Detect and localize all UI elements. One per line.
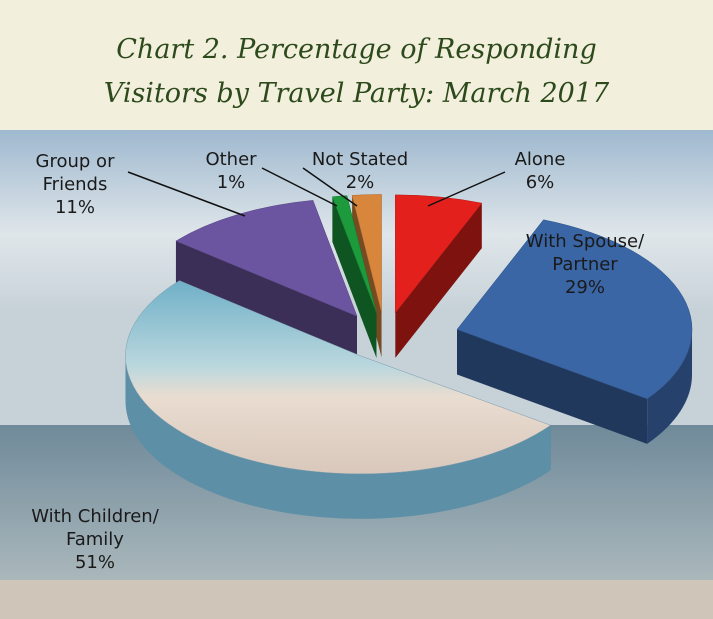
slice-side <box>457 329 648 444</box>
slice-name: With Children/ Family <box>31 506 159 550</box>
slice <box>125 280 552 475</box>
slice-name: Not Stated <box>311 149 409 170</box>
slice-value: 1% <box>216 172 246 193</box>
slice-wall <box>125 355 551 519</box>
slice <box>332 195 377 313</box>
slice-side <box>175 241 358 362</box>
pie <box>125 194 693 519</box>
leader-line <box>261 167 338 207</box>
chart <box>0 130 713 619</box>
slice-label: Alone 6% <box>495 148 585 194</box>
slice-label: Group or Friends 11% <box>15 150 135 219</box>
leader-line <box>302 167 358 207</box>
slice-value: 29% <box>564 277 605 298</box>
slice-name: Group or Friends <box>35 151 115 195</box>
slice-name: With Spouse/ Partner <box>525 231 645 275</box>
leader-line <box>427 171 506 207</box>
slice-wall <box>647 329 693 444</box>
chart-title: Chart 2. Percentage of Responding Visito… <box>0 0 713 130</box>
slice <box>351 194 382 313</box>
slice-value: 51% <box>74 552 115 573</box>
slice-value: 6% <box>525 172 555 193</box>
slice-name: Other <box>205 149 257 170</box>
slice-label: Other 1% <box>200 148 262 194</box>
slice-name: Alone <box>514 149 566 170</box>
slice-value: 11% <box>54 197 95 218</box>
slice-label: Not Stated 2% <box>295 148 425 194</box>
leaders <box>127 167 506 217</box>
slice <box>175 200 358 317</box>
slice <box>395 194 483 314</box>
slice-value: 2% <box>345 172 375 193</box>
slice-label: With Children/ Family 51% <box>30 505 160 574</box>
background-sand <box>0 580 713 619</box>
slice <box>456 219 693 400</box>
slice-label: With Spouse/ Partner 29% <box>515 230 655 299</box>
leader-line <box>127 171 246 217</box>
slice-side <box>395 203 482 358</box>
slice-side <box>332 196 377 358</box>
